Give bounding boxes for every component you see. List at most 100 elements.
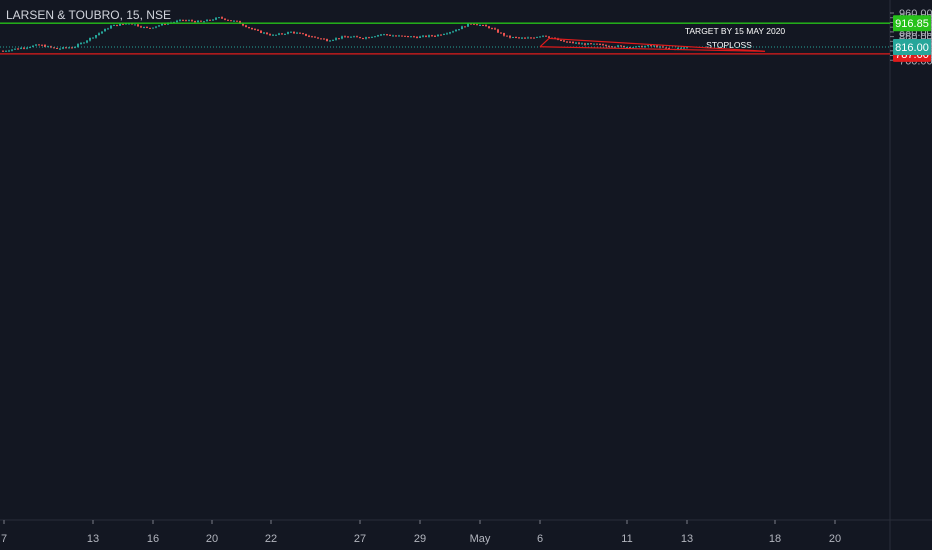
candle-body [656,45,658,48]
candle-body [152,27,154,29]
candle-body [677,48,679,50]
candle-body [209,19,211,21]
candle-body [407,35,409,38]
candle-body [314,36,316,38]
candle-body [686,47,688,49]
candle-body [20,47,22,49]
candle-body [89,37,91,41]
candle-body [653,45,655,47]
candle-body [98,33,100,36]
x-tick-label: 27 [354,533,366,545]
candle-body [569,41,571,43]
candle-body [164,23,166,25]
candle-body [77,44,79,47]
x-tick-label: 29 [414,533,426,545]
candle-body [449,32,451,34]
candle-body [434,35,436,37]
candle-body [140,26,142,28]
candle-body [446,33,448,35]
candle-body [92,37,94,39]
candle-body [230,20,232,22]
candle-body [260,30,262,33]
candle-body [431,35,433,37]
candle-body [149,27,151,29]
candle-body [218,17,220,19]
candle-body [83,42,85,44]
candle-body [35,44,37,46]
candle-body [203,21,205,23]
candle-body [383,34,385,36]
candle-body [362,38,364,40]
candle-body [470,23,472,25]
candle-body [119,23,121,26]
candle-body [359,37,361,39]
candle-body [197,20,199,23]
candle-body [542,35,544,37]
wedge-upper-line[interactable] [548,37,766,52]
candle-body [221,17,223,19]
candle-body [404,35,406,37]
x-tick-label: 20 [829,533,841,545]
candle-body [518,37,520,39]
candle-body [188,20,190,22]
candle-body [491,28,493,30]
candle-body [428,35,430,37]
candle-body [11,49,13,51]
candle-body [242,23,244,26]
x-tick-label: 11 [621,533,632,545]
candle-body [527,37,529,39]
candle-body [458,29,460,31]
candle-body [299,32,301,34]
candle-body [503,33,505,36]
x-tick-label: 20 [206,533,218,545]
candle-body [296,32,298,34]
candle-body [344,36,346,38]
candle-body [137,24,139,27]
candle-body [371,36,373,38]
target-annotation: TARGET BY 15 MAY 2020 [685,26,786,36]
candle-body [422,35,424,37]
x-tick-label: 22 [265,533,277,545]
candle-body [380,34,382,36]
candle-body [293,31,295,34]
candle-body [515,37,517,39]
candle-body [497,29,499,33]
candle-body [536,36,538,38]
candle-body [23,47,25,49]
candle-body [224,18,226,20]
candle-body [392,35,394,37]
candle-body [410,36,412,38]
candle-body [122,23,124,25]
candle-body [179,19,181,21]
candle-body [311,36,313,38]
candle-body [548,36,550,38]
candle-body [176,20,178,23]
candle-body [479,24,481,26]
candle-body [668,48,670,50]
candle-body [581,43,583,45]
candle-body [2,50,4,52]
candle-body [212,19,214,21]
wedge-left-edge[interactable] [539,38,550,48]
candle-body [155,26,157,28]
candle-body [578,42,580,44]
wedge-lower-line[interactable] [539,46,766,52]
candle-body [62,47,64,49]
candle-body [290,31,292,33]
candle-body [521,37,523,39]
candle-body [8,50,10,52]
candle-body [509,35,511,38]
candle-body [146,26,148,28]
candle-body [683,47,685,49]
candle-body [257,29,259,31]
candle-body [368,37,370,39]
candle-body [332,39,334,41]
x-tick-label: 6 [537,533,543,545]
candle-body [599,44,601,46]
candle-body [488,26,490,29]
candle-body [80,42,82,45]
candle-body [590,43,592,45]
candle-body [482,24,484,26]
candle-body [5,50,7,52]
